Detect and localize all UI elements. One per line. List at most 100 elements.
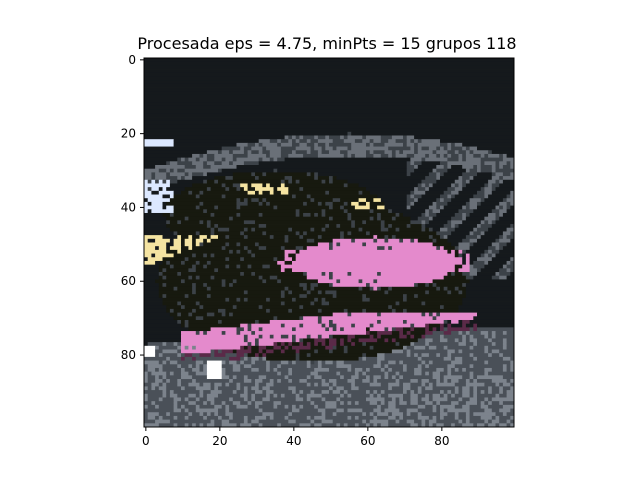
pixel-run xyxy=(384,375,389,380)
pixel-run xyxy=(502,404,514,409)
pixel-run xyxy=(243,290,248,295)
pixel-run xyxy=(366,331,371,336)
pixel-run xyxy=(203,242,226,247)
pixel-run xyxy=(477,323,514,328)
pixel-run xyxy=(184,305,200,310)
pixel-run xyxy=(240,242,256,247)
pixel-run xyxy=(229,264,237,269)
pixel-run xyxy=(325,190,330,195)
pixel-run xyxy=(477,312,514,317)
pixel-run xyxy=(488,150,493,155)
pixel-run xyxy=(454,367,459,373)
pixel-run xyxy=(417,393,426,398)
pixel-run xyxy=(347,153,352,159)
pixel-run xyxy=(436,415,441,421)
pixel-run xyxy=(321,423,337,427)
pixel-run xyxy=(510,423,514,427)
pixel-run xyxy=(188,401,197,406)
pixel-run xyxy=(384,401,389,406)
pixel-run xyxy=(377,205,385,210)
pixel-run xyxy=(462,205,467,210)
pixel-run xyxy=(181,235,189,240)
pixel-run xyxy=(255,319,260,325)
pixel-run xyxy=(144,87,514,92)
pixel-run xyxy=(221,367,226,373)
pixel-run xyxy=(288,371,293,376)
pixel-run xyxy=(295,212,300,218)
pixel-run xyxy=(292,390,297,395)
pixel-run xyxy=(155,179,160,184)
pixel-run xyxy=(428,415,433,421)
pixel-run xyxy=(491,353,500,358)
pixel-run xyxy=(465,334,470,339)
pixel-run xyxy=(181,312,189,317)
pixel-run xyxy=(195,253,204,258)
pixel-run xyxy=(410,190,415,195)
pixel-run xyxy=(436,353,441,358)
pixel-run xyxy=(325,179,330,184)
pixel-run xyxy=(325,224,330,229)
pixel-run xyxy=(421,419,426,424)
pixel-run xyxy=(506,235,514,240)
pixel-run xyxy=(414,390,419,395)
pixel-run xyxy=(206,187,211,192)
pixel-run xyxy=(391,235,396,240)
pixel-run xyxy=(177,345,182,350)
pixel-run xyxy=(169,246,182,251)
x-tick-label: 0 xyxy=(142,434,150,448)
pixel-run xyxy=(144,253,152,258)
pixel-run xyxy=(262,412,274,417)
pixel-run xyxy=(465,419,470,424)
pixel-run xyxy=(373,286,378,291)
pixel-run xyxy=(184,408,189,413)
pixel-run xyxy=(310,286,315,291)
pixel-run xyxy=(295,246,304,251)
pixel-run xyxy=(243,227,248,232)
pixel-run xyxy=(210,165,237,170)
pixel-run xyxy=(280,423,300,427)
pixel-run xyxy=(169,393,178,398)
pixel-run xyxy=(236,212,241,218)
pixel-run xyxy=(295,334,308,339)
pixel-run xyxy=(436,367,445,373)
pixel-run xyxy=(351,272,378,277)
pixel-run xyxy=(329,205,334,210)
pixel-run xyxy=(428,382,433,387)
pixel-run xyxy=(147,375,156,380)
pixel-run xyxy=(173,190,182,195)
pixel-run xyxy=(158,190,174,195)
pixel-run xyxy=(269,367,274,373)
pixel-run xyxy=(421,412,441,417)
pixel-run xyxy=(510,194,514,199)
pixel-run xyxy=(155,172,167,177)
pixel-run xyxy=(203,238,208,243)
pixel-run xyxy=(262,183,267,188)
pixel-run xyxy=(295,356,300,361)
pixel-run xyxy=(258,423,263,427)
pixel-run xyxy=(251,264,263,269)
pixel-run xyxy=(380,364,385,369)
pixel-run xyxy=(232,153,248,159)
pixel-run xyxy=(258,242,319,247)
pixel-run xyxy=(251,323,282,328)
pixel-run xyxy=(399,301,422,306)
pixel-run xyxy=(258,150,263,155)
pixel-run xyxy=(410,386,419,391)
pixel-run xyxy=(144,249,167,254)
pixel-run xyxy=(480,157,504,162)
pixel-run xyxy=(181,331,197,336)
pixel-run xyxy=(273,205,278,210)
pixel-run xyxy=(225,187,230,192)
pixel-run xyxy=(247,297,267,302)
pixel-run xyxy=(332,246,378,251)
pixel-run xyxy=(243,364,252,369)
pixel-run xyxy=(343,360,378,365)
pixel-run xyxy=(488,353,493,358)
pixel-run xyxy=(310,415,315,421)
pixel-run xyxy=(502,176,514,181)
pixel-run xyxy=(458,153,463,159)
pixel-run xyxy=(399,408,408,413)
pixel-run xyxy=(362,419,367,424)
pixel-run xyxy=(454,268,459,273)
pixel-run xyxy=(240,393,248,398)
